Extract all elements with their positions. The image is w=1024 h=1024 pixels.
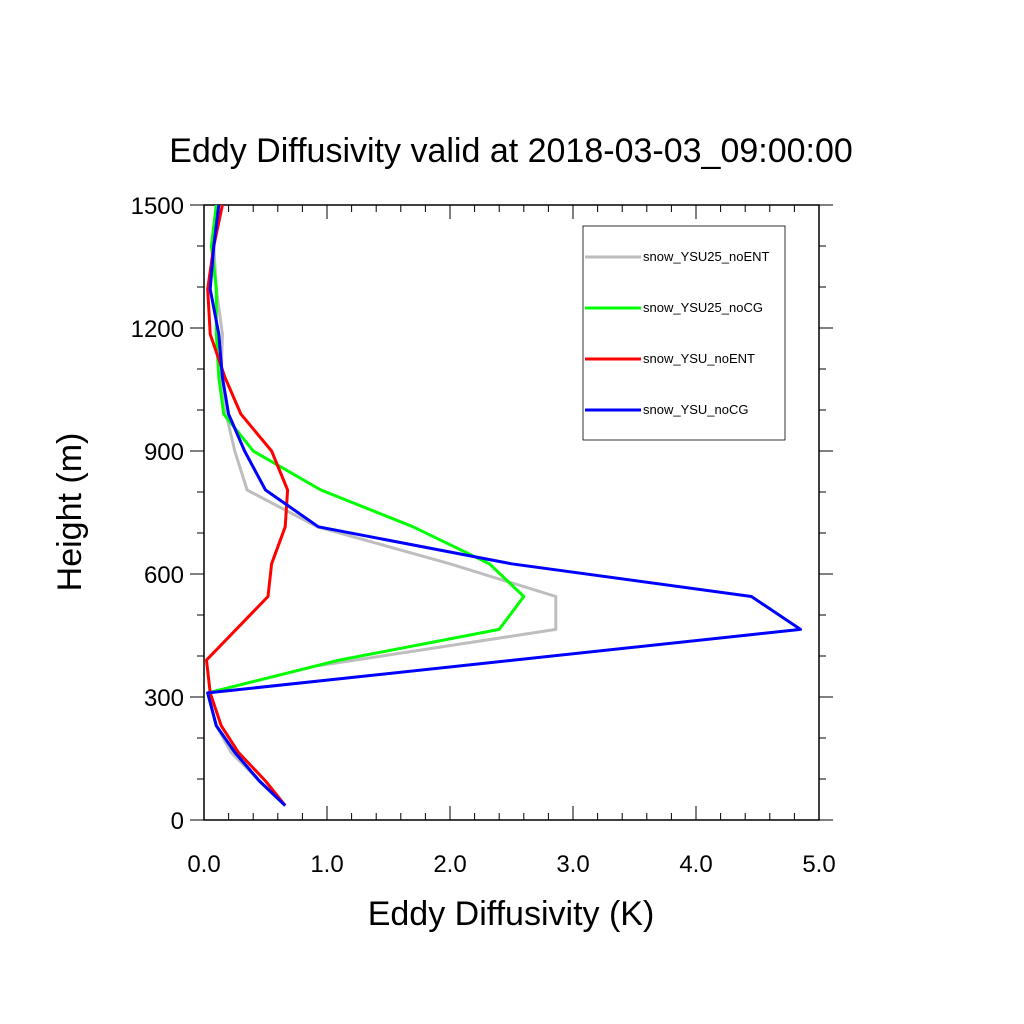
chart-title: Eddy Diffusivity valid at 2018-03-03_09:… bbox=[169, 132, 853, 170]
tick-marks bbox=[190, 204, 833, 821]
y-tick-label: 900 bbox=[144, 439, 184, 466]
series-line-snow_YSU_noENT bbox=[205, 204, 290, 807]
x-tick-label: 2.0 bbox=[433, 851, 466, 878]
legend-box bbox=[582, 225, 786, 441]
x-tick-label: 3.0 bbox=[556, 851, 589, 878]
series-line-snow_YSU25_noENT bbox=[206, 204, 558, 807]
plot-frame bbox=[203, 204, 820, 821]
y-tick-label: 1200 bbox=[131, 316, 184, 343]
x-tick-label: 5.0 bbox=[802, 851, 835, 878]
y-tick-label: 1500 bbox=[131, 193, 184, 220]
legend-entries: snow_YSU25_noENT snow_YSU25_noCG snow_YSU_… bbox=[585, 249, 770, 417]
x-tick-labels: 0.0 1.0 2.0 3.0 4.0 5.0 bbox=[187, 851, 835, 878]
plot-area bbox=[190, 204, 833, 821]
x-tick-label: 1.0 bbox=[310, 851, 343, 878]
legend-label-snow_YSU25_noCG: snow_YSU25_noCG bbox=[643, 300, 763, 315]
legend-label-snow_YSU_noCG: snow_YSU_noCG bbox=[643, 402, 749, 417]
legend-label-snow_YSU25_noENT: snow_YSU25_noENT bbox=[643, 249, 770, 264]
legend-label-snow_YSU_noENT: snow_YSU_noENT bbox=[643, 351, 755, 366]
x-tick-label: 4.0 bbox=[679, 851, 712, 878]
y-axis-label: Height (m) bbox=[51, 433, 89, 592]
y-tick-label: 600 bbox=[144, 562, 184, 589]
series-line-snow_YSU_noCG bbox=[206, 204, 802, 807]
y-tick-label: 0 bbox=[171, 808, 184, 835]
series-line-snow_YSU25_noCG bbox=[206, 204, 526, 807]
x-axis-label: Eddy Diffusivity (K) bbox=[368, 895, 655, 933]
y-tick-labels: 0 300 600 900 1200 1500 bbox=[131, 193, 184, 835]
series-lines bbox=[205, 204, 802, 807]
y-tick-label: 300 bbox=[144, 685, 184, 712]
x-tick-label: 0.0 bbox=[187, 851, 220, 878]
legend: snow_YSU25_noENT snow_YSU25_noCG snow_YSU_… bbox=[582, 225, 786, 441]
